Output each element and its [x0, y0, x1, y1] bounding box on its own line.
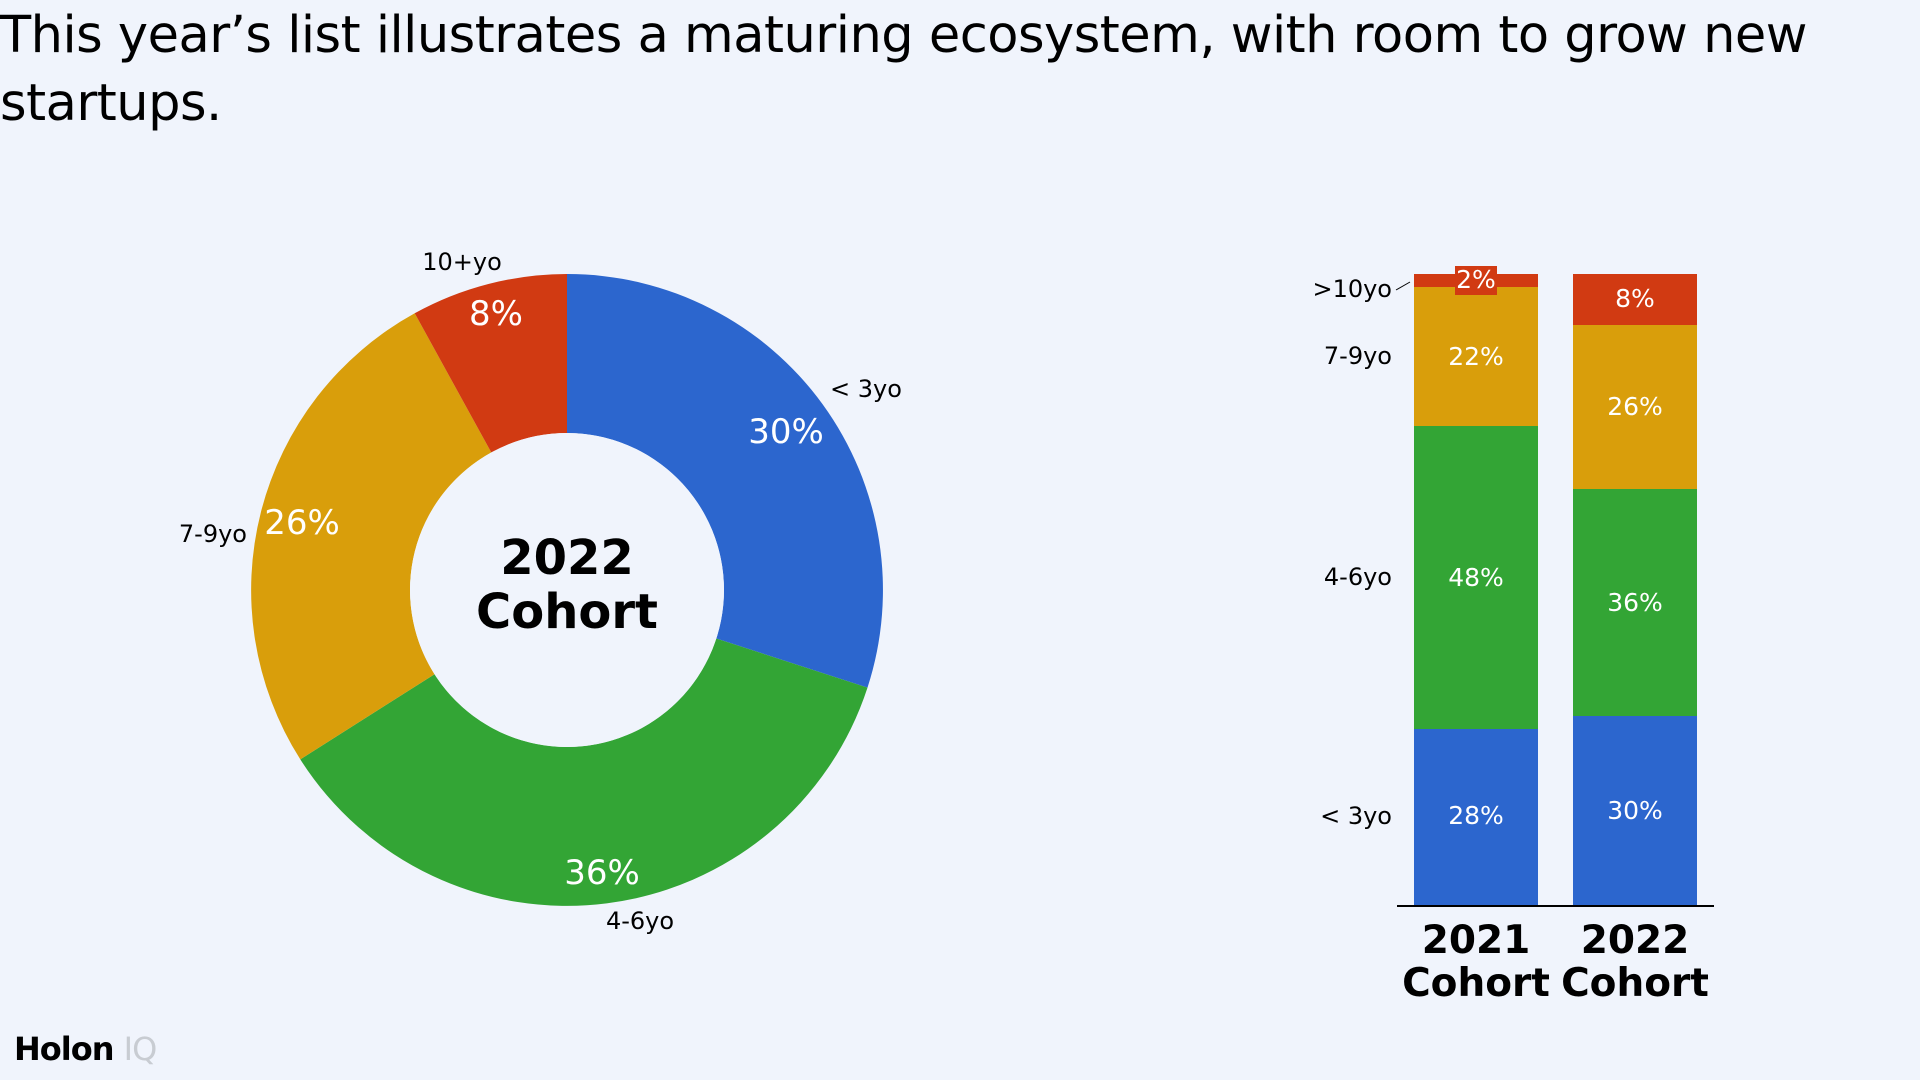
donut-slice-lt3[interactable] — [567, 274, 883, 688]
donut-pct-4-6: 36% — [564, 853, 640, 893]
callout-leader-line — [1395, 281, 1411, 291]
donut-center-year: 2022 — [500, 530, 634, 586]
holoniq-logo: Holon IQ — [14, 1030, 158, 1068]
bar-2022-7-9[interactable] — [1573, 325, 1697, 489]
bar-2022-4-6-label: 36% — [1607, 588, 1663, 617]
bar-2021-7-9-label: 22% — [1448, 342, 1504, 371]
row-label-lt3: < 3yo — [1320, 802, 1392, 830]
page-title: This year’s list illustrates a maturing … — [0, 6, 1808, 133]
donut-label-10plus: 10+yo — [422, 248, 502, 276]
bar-2022-lt3[interactable] — [1573, 716, 1697, 906]
logo-brand: Holon — [14, 1030, 114, 1068]
bar-2022-10plus-label: 8% — [1615, 284, 1655, 313]
category-2022-year: 2022 — [1581, 918, 1690, 963]
donut-slice-10plus[interactable] — [414, 274, 567, 453]
bar-2021-lt3-label: 28% — [1448, 801, 1504, 830]
logo-suffix: IQ — [123, 1030, 158, 1068]
bar-2022-4-6[interactable] — [1573, 489, 1697, 716]
row-label-7-9: 7-9yo — [1324, 342, 1392, 370]
bar-2021-10plus-label: 2% — [1456, 265, 1496, 294]
bar-2022-lt3-label: 30% — [1607, 796, 1663, 825]
donut-label-7-9: 7-9yo — [179, 520, 247, 548]
donut-chart: 30% 36% 26% 8% < 3yo 4-6yo 7-9yo 10+yo 2… — [179, 248, 902, 935]
donut-pct-lt3: 30% — [748, 412, 824, 452]
category-2021-cohort: Cohort — [1402, 961, 1550, 1006]
donut-label-lt3: < 3yo — [830, 375, 902, 403]
bar-2022-7-9-label: 26% — [1607, 392, 1663, 421]
stacked-bar-chart: 28% 48% 22% 2% 30% 36% 26% 8% >10yo 7-9y… — [1312, 265, 1714, 1006]
bar-2021-7-9[interactable] — [1414, 287, 1538, 426]
row-label-10plus: >10yo — [1312, 275, 1392, 303]
bar-2021-lt3[interactable] — [1414, 729, 1538, 906]
donut-label-4-6: 4-6yo — [606, 907, 674, 935]
bar-2021-10plus-callout — [1455, 266, 1497, 295]
category-2022-cohort: Cohort — [1561, 961, 1709, 1006]
category-2021-year: 2021 — [1422, 918, 1531, 963]
row-label-4-6: 4-6yo — [1324, 563, 1392, 591]
donut-slice-4-6[interactable] — [300, 638, 868, 906]
donut-pct-7-9: 26% — [264, 503, 340, 543]
bar-2021-4-6[interactable] — [1414, 426, 1538, 729]
donut-slice-7-9[interactable] — [251, 313, 492, 760]
donut-center-cohort: Cohort — [476, 584, 658, 640]
bar-2022-10plus[interactable] — [1573, 274, 1697, 325]
bar-2021-4-6-label: 48% — [1448, 563, 1504, 592]
donut-pct-10plus: 8% — [469, 294, 523, 334]
